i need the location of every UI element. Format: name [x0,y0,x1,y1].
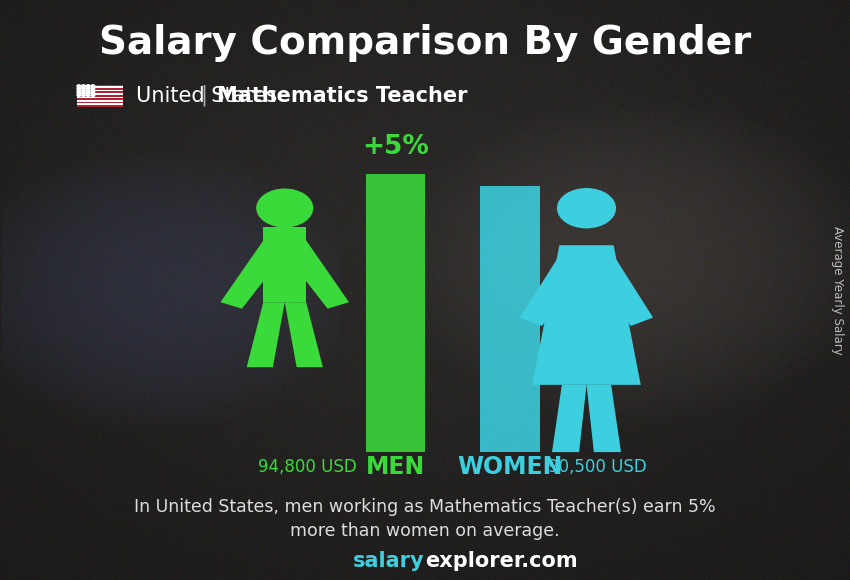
Bar [76,88,123,90]
Circle shape [86,86,91,90]
Bar [76,85,95,96]
Bar [76,90,123,92]
Circle shape [256,188,314,227]
Polygon shape [586,385,621,452]
Circle shape [90,84,95,88]
Text: |: | [201,85,207,107]
Bar [76,86,123,88]
Text: +5%: +5% [362,133,428,160]
Polygon shape [287,241,349,309]
Circle shape [86,89,91,92]
Circle shape [557,188,616,229]
Bar [76,102,123,103]
Circle shape [81,91,86,95]
Polygon shape [594,255,653,326]
Text: Salary Comparison By Gender: Salary Comparison By Gender [99,24,751,63]
Text: more than women on average.: more than women on average. [290,521,560,540]
Bar [76,105,123,107]
Circle shape [90,89,95,92]
Polygon shape [552,385,586,452]
Circle shape [76,86,82,90]
Circle shape [86,91,91,95]
Text: Average Yearly Salary: Average Yearly Salary [831,226,844,354]
Bar [76,103,123,105]
Text: In United States, men working as Mathematics Teacher(s) earn 5%: In United States, men working as Mathema… [134,498,716,517]
Text: WOMEN: WOMEN [457,455,563,479]
Polygon shape [246,302,285,367]
Circle shape [81,86,86,90]
Circle shape [86,93,91,97]
Polygon shape [532,245,641,385]
Text: explorer.com: explorer.com [425,552,578,571]
Circle shape [76,91,82,95]
Circle shape [76,84,82,88]
Text: 90,500 USD: 90,500 USD [548,458,647,476]
Text: 94,800 USD: 94,800 USD [258,458,357,476]
Circle shape [90,91,95,95]
Bar [76,100,123,101]
Text: MEN: MEN [366,455,425,479]
Polygon shape [285,302,323,367]
Bar [76,93,123,95]
Circle shape [90,86,95,90]
Circle shape [81,84,86,88]
Bar [480,186,540,452]
Text: United States: United States [136,86,277,106]
Circle shape [81,93,86,97]
Bar [76,85,123,107]
Bar [366,174,425,452]
Circle shape [81,89,86,92]
Text: salary: salary [354,552,425,571]
Bar [76,98,123,100]
Bar [76,96,123,98]
Bar [76,85,123,86]
Bar [264,227,306,302]
Polygon shape [520,255,579,326]
Polygon shape [220,241,282,309]
Circle shape [76,93,82,97]
Bar [76,95,123,96]
Bar [76,92,123,93]
Circle shape [76,89,82,92]
Circle shape [90,93,95,97]
Circle shape [86,84,91,88]
Text: Mathematics Teacher: Mathematics Teacher [217,86,468,106]
